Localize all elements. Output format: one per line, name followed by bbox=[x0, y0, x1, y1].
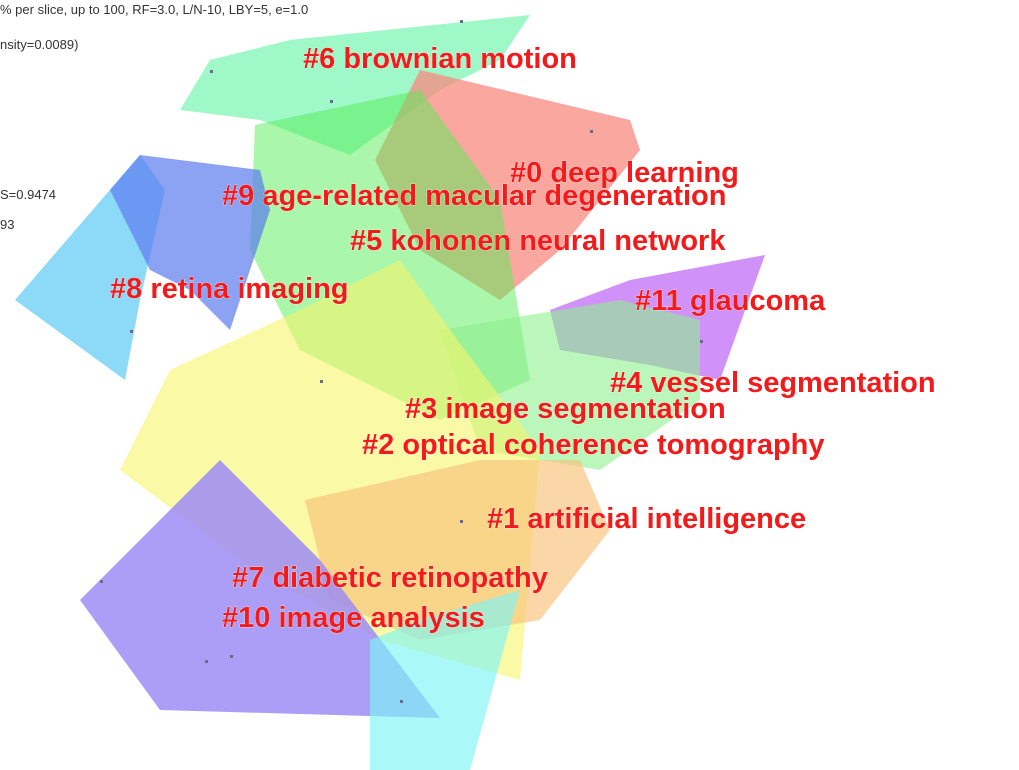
cluster-label: #7 diabetic retinopathy bbox=[232, 562, 548, 594]
node bbox=[700, 340, 703, 343]
node bbox=[590, 130, 593, 133]
nodes bbox=[100, 20, 703, 703]
hull-6 bbox=[180, 15, 530, 155]
node bbox=[230, 655, 233, 658]
info-line: S=0.9474 bbox=[0, 187, 56, 202]
node bbox=[320, 380, 323, 383]
info-line: nsity=0.0089) bbox=[0, 37, 78, 52]
header-info: % per slice, up to 100, RF=3.0, L/N-10, … bbox=[0, 2, 308, 232]
cluster-label: #0 deep learning bbox=[510, 157, 739, 189]
cluster-label: #8 retina imaging bbox=[110, 273, 349, 305]
node bbox=[460, 20, 463, 23]
hull-8 bbox=[110, 155, 270, 330]
node bbox=[460, 520, 463, 523]
cluster-hulls bbox=[15, 15, 765, 770]
info-line: 93 bbox=[0, 217, 14, 232]
node bbox=[130, 330, 133, 333]
cluster-label: #2 optical coherence tomography bbox=[362, 429, 825, 461]
info-line: % per slice, up to 100, RF=3.0, L/N-10, … bbox=[0, 2, 308, 17]
cluster-label: #3 image segmentation bbox=[405, 393, 726, 425]
cluster-label: #5 kohonen neural network bbox=[350, 225, 726, 257]
node bbox=[100, 580, 103, 583]
hull-10 bbox=[370, 590, 520, 770]
cluster-label: #9 age-related macular degeneration bbox=[222, 180, 726, 212]
node bbox=[400, 700, 403, 703]
cluster-label: #11 glaucoma bbox=[635, 285, 826, 317]
cluster-label: #1 artificial intelligence bbox=[487, 503, 806, 535]
hull-7 bbox=[80, 460, 440, 718]
cluster-labels: #6 brownian motion #0 deep learning #9 a… bbox=[110, 43, 936, 635]
node bbox=[330, 100, 333, 103]
node bbox=[210, 70, 213, 73]
node bbox=[205, 660, 208, 663]
hull-1 bbox=[305, 460, 610, 640]
cluster-label: #6 brownian motion bbox=[303, 43, 577, 75]
cluster-label: #10 image analysis bbox=[222, 602, 485, 634]
cluster-label: #4 vessel segmentation bbox=[610, 367, 936, 399]
